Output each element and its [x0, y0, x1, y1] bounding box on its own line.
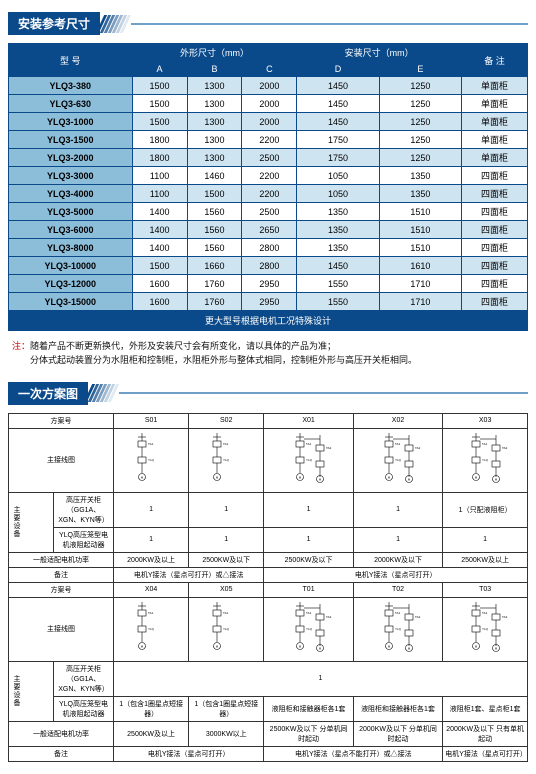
circuit-x01: TA1 YLQ M TA2 M [264, 428, 353, 492]
th-outer: 外形尺寸（mm） [132, 44, 297, 62]
svg-text:TA2: TA2 [326, 615, 332, 619]
svg-text:M: M [475, 476, 478, 480]
th-remark: 备 注 [462, 44, 528, 77]
svg-text:TA1: TA1 [306, 442, 312, 446]
svg-text:YLQ: YLQ [395, 458, 402, 462]
circuit-x02: TA1 YLQ M TA2 M [353, 428, 442, 492]
table-row: YLQ3-600014001560265013501510四面柜 [9, 221, 528, 239]
svg-text:TA1: TA1 [482, 442, 488, 446]
svg-text:YLQ: YLQ [482, 458, 489, 462]
svg-text:YLQ: YLQ [395, 627, 402, 631]
svg-text:M: M [495, 478, 498, 482]
circuit-x05: TA1 YLQ M [189, 597, 264, 661]
circuit-x03: TA1 YLQ M TA2 M [443, 428, 528, 492]
circuit-t01: TA1 YLQ M TA2 M [264, 597, 353, 661]
svg-text:M: M [216, 645, 219, 649]
svg-text:M: M [388, 645, 391, 649]
svg-text:YLQ: YLQ [306, 627, 313, 631]
notes: 注：随着产品不断更新换代，外形及安装尺寸会有所变化，请以具体的产品为准； 注：分… [12, 339, 524, 368]
svg-text:TA1: TA1 [223, 611, 229, 615]
svg-text:TA1: TA1 [395, 611, 401, 615]
svg-text:YLQ: YLQ [148, 627, 155, 631]
svg-text:M: M [495, 647, 498, 651]
svg-text:M: M [408, 478, 411, 482]
svg-text:TA1: TA1 [306, 611, 312, 615]
th-model: 型 号 [9, 44, 133, 77]
svg-text:TA2: TA2 [326, 446, 332, 450]
table-row: YLQ3-500014001560250013501510四面柜 [9, 203, 528, 221]
scheme-table: 方案号 S01 S02 X01 X02 X03 主接线图 TA1 YLQ M T… [8, 413, 528, 762]
section-title: 一次方案图 [8, 382, 88, 405]
table-row: YLQ3-100015001300200014501250单面柜 [9, 113, 528, 131]
svg-text:M: M [388, 476, 391, 480]
svg-text:YLQ: YLQ [223, 458, 230, 462]
svg-text:M: M [141, 476, 144, 480]
circuit-t02: TA1 YLQ M TA2 M [353, 597, 442, 661]
table-row: YLQ3-1000015001660280014501610四面柜 [9, 257, 528, 275]
svg-text:YLQ: YLQ [148, 458, 155, 462]
dim-footer: 更大型号根据电机工况特殊设计 [9, 311, 528, 331]
svg-text:TA1: TA1 [395, 442, 401, 446]
svg-text:YLQ: YLQ [482, 627, 489, 631]
svg-text:TA1: TA1 [482, 611, 488, 615]
table-row: YLQ3-200018001300250017501250单面柜 [9, 149, 528, 167]
svg-text:YLQ: YLQ [306, 458, 313, 462]
section-header-scheme: 一次方案图 [8, 382, 528, 405]
svg-text:TA2: TA2 [415, 615, 421, 619]
svg-text:M: M [318, 478, 321, 482]
dimension-table: 型 号 外形尺寸（mm） 安装尺寸（mm） 备 注 A B C D E YLQ3… [8, 43, 528, 331]
svg-text:TA2: TA2 [502, 615, 508, 619]
table-row: YLQ3-1500016001760295015501710四面柜 [9, 293, 528, 311]
circuit-t03: TA1 YLQ M TA2 M [443, 597, 528, 661]
svg-text:TA1: TA1 [223, 442, 229, 446]
svg-text:M: M [141, 645, 144, 649]
svg-text:M: M [318, 647, 321, 651]
svg-text:M: M [298, 645, 301, 649]
svg-text:TA1: TA1 [148, 611, 154, 615]
svg-text:M: M [216, 476, 219, 480]
svg-text:TA2: TA2 [415, 446, 421, 450]
section-title: 安装参考尺寸 [8, 12, 100, 35]
svg-text:YLQ: YLQ [223, 627, 230, 631]
table-row: YLQ3-400011001500220010501350四面柜 [9, 185, 528, 203]
table-row: YLQ3-150018001300220017501250单面柜 [9, 131, 528, 149]
table-row: YLQ3-38015001300200014501250单面柜 [9, 77, 528, 95]
note-label: 注： [12, 341, 30, 351]
table-row: YLQ3-63015001300200014501250单面柜 [9, 95, 528, 113]
section-header-dimensions: 安装参考尺寸 [8, 12, 528, 35]
circuit-s02: TA1 YLQ M [189, 428, 264, 492]
table-row: YLQ3-800014001560280013501510四面柜 [9, 239, 528, 257]
svg-text:M: M [298, 476, 301, 480]
svg-text:TA2: TA2 [502, 446, 508, 450]
stripe-icon [88, 384, 115, 402]
table-row: YLQ3-1200016001760295015501710四面柜 [9, 275, 528, 293]
svg-text:TA1: TA1 [148, 442, 154, 446]
circuit-x04: TA1 YLQ M [114, 597, 189, 661]
stripe-icon [100, 15, 127, 33]
circuit-s01: TA1 YLQ M [114, 428, 189, 492]
svg-text:M: M [475, 645, 478, 649]
table-row: YLQ3-300011001460220010501350四面柜 [9, 167, 528, 185]
th-install: 安装尺寸（mm） [297, 44, 462, 62]
svg-text:M: M [408, 647, 411, 651]
